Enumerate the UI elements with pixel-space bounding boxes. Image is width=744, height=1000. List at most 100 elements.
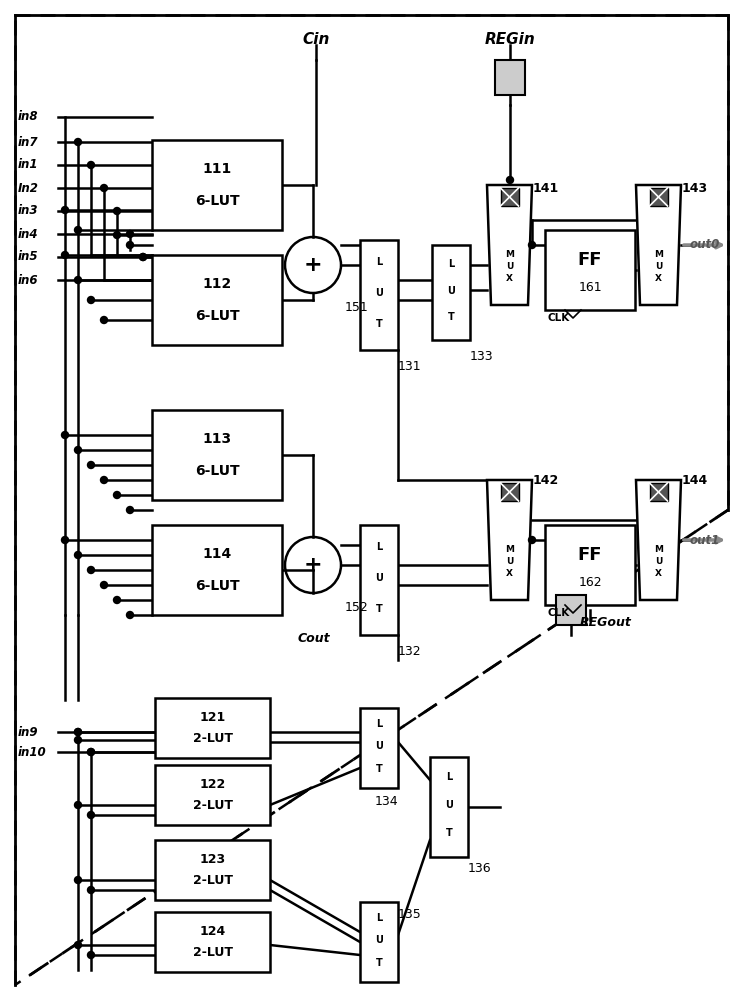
Text: X: X — [655, 274, 662, 283]
Bar — [155, 840, 270, 900]
Text: L: L — [446, 772, 452, 782]
Text: 152: 152 — [345, 601, 369, 614]
Text: 111: 111 — [202, 162, 231, 176]
Text: U: U — [655, 557, 662, 566]
Text: +: + — [304, 255, 322, 275]
Text: in4: in4 — [18, 228, 39, 240]
Circle shape — [74, 552, 82, 558]
Text: 131: 131 — [398, 360, 422, 373]
Circle shape — [100, 316, 107, 324]
Text: U: U — [506, 557, 513, 566]
Text: Cin: Cin — [302, 32, 330, 47]
Circle shape — [140, 253, 147, 260]
Bar — [650, 483, 667, 501]
Text: T: T — [376, 604, 382, 614]
Text: M: M — [654, 545, 663, 554]
Text: U: U — [375, 741, 383, 751]
Text: CLK: CLK — [547, 313, 569, 323]
Circle shape — [126, 506, 133, 514]
Text: U: U — [375, 935, 383, 945]
Text: +: + — [304, 555, 322, 575]
Circle shape — [62, 251, 68, 258]
Text: 161: 161 — [578, 281, 602, 294]
Text: in7: in7 — [18, 135, 39, 148]
Circle shape — [74, 942, 82, 948]
Text: L: L — [376, 542, 382, 552]
Circle shape — [88, 886, 94, 894]
Text: 114: 114 — [202, 547, 231, 561]
Text: U: U — [375, 573, 383, 583]
Circle shape — [62, 207, 68, 214]
Text: 122: 122 — [199, 778, 225, 791]
Text: T: T — [376, 319, 382, 329]
Text: 142: 142 — [533, 475, 559, 488]
Text: 121: 121 — [199, 711, 225, 724]
Text: 162: 162 — [578, 576, 602, 589]
Text: 136: 136 — [468, 862, 492, 875]
Text: in9: in9 — [18, 726, 39, 738]
Text: X: X — [506, 274, 513, 283]
Bar — [360, 708, 398, 788]
Text: in6: in6 — [18, 273, 39, 286]
Text: U: U — [375, 288, 383, 298]
Text: 123: 123 — [199, 853, 225, 866]
Circle shape — [74, 802, 82, 808]
Circle shape — [100, 582, 107, 588]
Text: 134: 134 — [374, 795, 398, 808]
Bar — [152, 255, 282, 345]
Text: U: U — [447, 286, 455, 296]
Text: 151: 151 — [345, 301, 369, 314]
Text: L: L — [376, 257, 382, 267]
Circle shape — [74, 138, 82, 145]
Polygon shape — [487, 480, 532, 600]
Text: 6-LUT: 6-LUT — [195, 579, 240, 593]
Circle shape — [528, 241, 536, 248]
Text: T: T — [446, 828, 452, 838]
Text: 132: 132 — [398, 645, 422, 658]
Polygon shape — [636, 480, 681, 600]
Text: 144: 144 — [682, 475, 708, 488]
Circle shape — [74, 728, 82, 736]
Circle shape — [74, 227, 82, 233]
Text: L: L — [448, 259, 454, 269]
Text: FF: FF — [578, 546, 602, 564]
Circle shape — [140, 253, 147, 260]
Bar — [650, 188, 667, 206]
Text: U: U — [655, 262, 662, 271]
Circle shape — [126, 611, 133, 618]
Bar — [545, 230, 635, 310]
Text: U: U — [445, 800, 453, 810]
Text: in5: in5 — [18, 250, 39, 263]
Circle shape — [62, 536, 68, 544]
Circle shape — [74, 276, 82, 284]
Circle shape — [88, 566, 94, 574]
Text: 2-LUT: 2-LUT — [193, 874, 232, 887]
Text: 2-LUT: 2-LUT — [193, 732, 232, 745]
Circle shape — [88, 161, 94, 168]
Circle shape — [114, 596, 121, 603]
Circle shape — [126, 231, 133, 237]
Text: L: L — [376, 719, 382, 729]
Circle shape — [88, 952, 94, 958]
Text: in1: in1 — [18, 158, 39, 172]
Bar — [495, 60, 525, 95]
Bar — [430, 757, 468, 857]
Circle shape — [114, 491, 121, 498]
Circle shape — [88, 462, 94, 468]
Bar — [152, 140, 282, 230]
Bar — [556, 595, 586, 625]
Text: U: U — [506, 262, 513, 271]
Bar — [152, 525, 282, 615]
Text: 6-LUT: 6-LUT — [195, 309, 240, 323]
Circle shape — [74, 876, 82, 884]
Text: L: L — [376, 913, 382, 923]
Text: 2-LUT: 2-LUT — [193, 946, 232, 959]
Bar — [432, 245, 470, 340]
Text: Cout: Cout — [298, 632, 330, 645]
Polygon shape — [636, 185, 681, 305]
Text: 113: 113 — [202, 432, 231, 446]
Circle shape — [100, 477, 107, 484]
Circle shape — [507, 176, 513, 184]
Text: CLK: CLK — [547, 608, 569, 618]
Text: REGout: REGout — [580, 615, 632, 629]
